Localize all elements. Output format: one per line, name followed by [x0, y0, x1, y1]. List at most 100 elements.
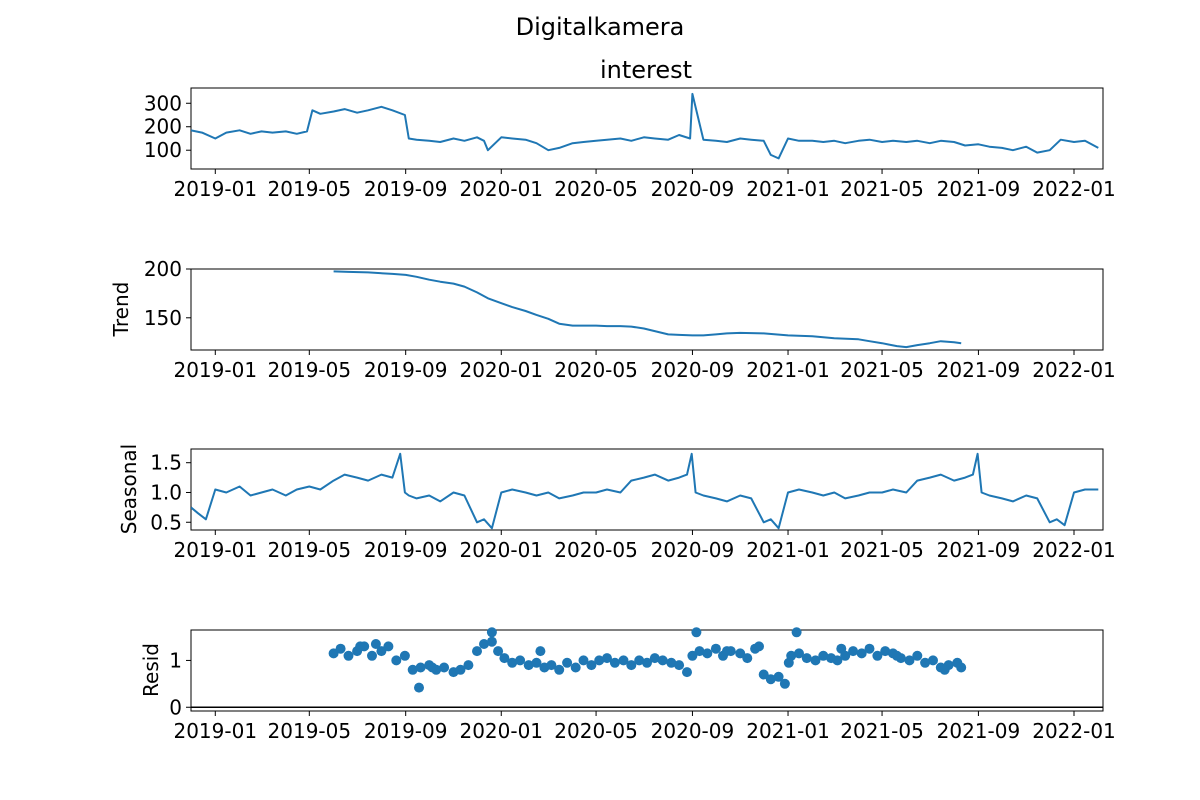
resid-point: [634, 655, 645, 666]
x-tick-label-observed: 2021-05: [840, 177, 924, 201]
x-tick-label-resid: 2019-09: [364, 719, 448, 743]
resid-point: [578, 655, 589, 666]
y-tick-label-seasonal: 0.5: [150, 510, 182, 534]
resid-point: [486, 636, 497, 647]
resid-point: [554, 664, 565, 675]
resid-point: [912, 650, 923, 661]
resid-point: [562, 657, 573, 668]
resid-point: [758, 669, 769, 680]
ylabel-trend: Trend: [109, 282, 133, 338]
y-tick-label-observed: 100: [144, 138, 182, 162]
resid-point: [939, 664, 950, 675]
resid-point: [343, 650, 354, 661]
resid-point: [856, 648, 867, 659]
resid-point: [463, 660, 474, 671]
resid-point: [666, 657, 677, 668]
resid-point: [594, 655, 605, 666]
x-tick-label-trend: 2019-01: [173, 358, 257, 382]
y-tick-label-seasonal: 1.0: [150, 480, 182, 504]
x-tick-label-resid: 2021-01: [746, 719, 830, 743]
resid-point: [765, 674, 776, 685]
resid-point: [602, 653, 612, 664]
axes-frame-resid: [190, 629, 1104, 712]
resid-point: [335, 643, 346, 654]
x-tick-label-trend: 2021-09: [937, 358, 1021, 382]
resid-point: [657, 655, 668, 666]
resid-point: [507, 657, 518, 668]
resid-point: [523, 660, 534, 671]
resid-point: [414, 682, 424, 693]
x-tick-label-seasonal: 2019-01: [173, 538, 257, 562]
panel-trend: Trend 150 200 2019-01 2019-05 2019-09 2020-01…: [109, 257, 1116, 382]
resid-point: [399, 650, 410, 661]
resid-point: [486, 627, 497, 638]
resid-point: [880, 646, 891, 657]
resid-point: [367, 650, 377, 661]
resid-point: [779, 678, 790, 689]
resid-point: [427, 662, 438, 673]
resid-point: [455, 664, 466, 675]
panel-title-observed: interest: [600, 56, 692, 84]
resid-point: [735, 648, 746, 659]
resid-point: [810, 655, 821, 666]
x-tick-label-resid: 2019-05: [268, 719, 352, 743]
resid-point: [570, 662, 581, 673]
x-tick-label-seasonal: 2019-05: [268, 538, 352, 562]
resid-point: [682, 667, 692, 678]
resid-point: [515, 655, 526, 666]
x-tick-label-trend: 2022-01: [1032, 358, 1116, 382]
panel-seasonal: Seasonal 0.5 1.0 1.5 2019-01 2019-05 2019-09 2…: [117, 444, 1116, 562]
x-tick-label-resid: 2022-01: [1032, 719, 1116, 743]
y-tick-label-resid: 1: [169, 648, 182, 672]
resid-point: [920, 657, 931, 668]
resid-point: [479, 639, 489, 649]
resid-point: [832, 655, 843, 666]
x-tick-label-resid: 2020-09: [651, 719, 735, 743]
x-tick-label-trend: 2019-05: [268, 358, 352, 382]
resid-point: [956, 662, 967, 673]
x-tick-label-seasonal: 2022-01: [1032, 538, 1116, 562]
y-tick-label-trend: 200: [144, 257, 182, 281]
resid-point: [618, 655, 629, 666]
resid-point: [439, 662, 450, 673]
figure-suptitle: Digitalkamera: [516, 13, 685, 41]
x-tick-label-trend: 2021-05: [840, 358, 924, 382]
series-line-seasonal: [191, 452, 1099, 530]
resid-point: [864, 643, 875, 654]
x-tick-label-seasonal: 2020-09: [651, 538, 735, 562]
resid-point: [721, 646, 732, 657]
x-tick-label-resid: 2021-05: [840, 719, 924, 743]
x-tick-label-seasonal: 2021-05: [840, 538, 924, 562]
y-tick-label-resid: 0: [169, 695, 182, 719]
x-tick-label-resid: 2020-05: [554, 719, 638, 743]
resid-point: [794, 648, 804, 659]
resid-point: [674, 660, 685, 671]
series-line-observed: [191, 92, 1099, 160]
series-line-trend: [333, 270, 962, 349]
resid-point: [383, 641, 394, 652]
ylabel-resid: Resid: [139, 643, 163, 697]
resid-point: [531, 657, 542, 668]
x-tick-label-trend: 2019-09: [364, 358, 448, 382]
resid-point: [328, 648, 339, 659]
resid-point: [872, 650, 883, 661]
x-tick-label-observed: 2019-01: [173, 177, 257, 201]
axes-frame-observed: [190, 87, 1104, 170]
x-tick-label-seasonal: 2021-01: [746, 538, 830, 562]
resid-point: [626, 660, 637, 671]
resid-point: [848, 646, 859, 657]
resid-point: [891, 650, 902, 661]
resid-point: [370, 639, 381, 649]
x-tick-label-seasonal: 2020-05: [554, 538, 638, 562]
x-tick-label-observed: 2020-01: [459, 177, 543, 201]
panel-resid: Resid 0 1 2019-01 2019-05 2019-09 2020-01 2020…: [139, 627, 1116, 743]
axes-frame-seasonal: [190, 448, 1104, 531]
ylabel-seasonal: Seasonal: [117, 444, 141, 534]
x-tick-label-seasonal: 2021-09: [937, 538, 1021, 562]
x-tick-label-resid: 2020-01: [459, 719, 543, 743]
resid-point: [472, 646, 482, 657]
resid-point: [742, 653, 753, 664]
resid-point: [586, 660, 597, 671]
